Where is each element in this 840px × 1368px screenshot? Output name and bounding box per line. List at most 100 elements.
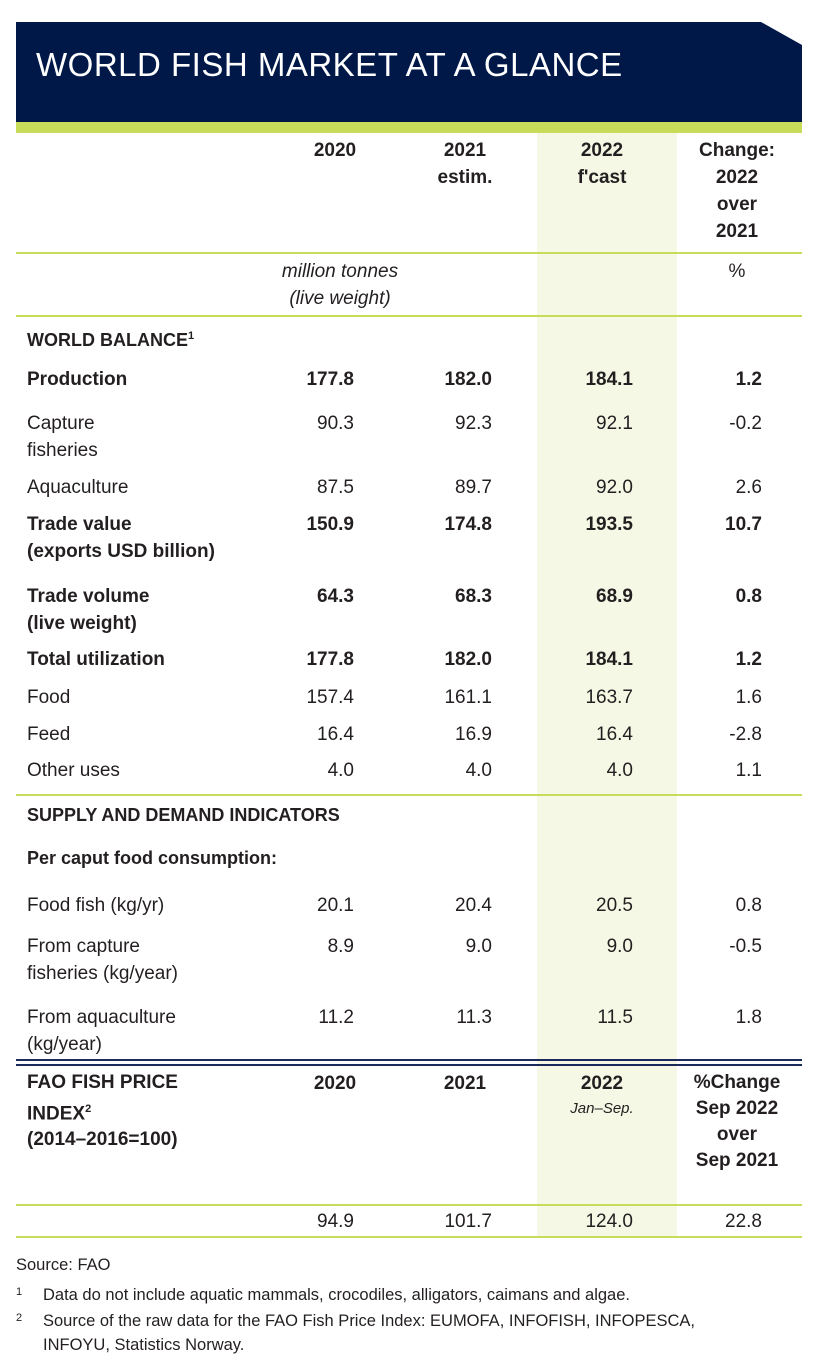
pi-change-3: over xyxy=(716,1124,758,1145)
value-2021: 68.3 xyxy=(455,586,492,607)
pi-value-2020: 94.9 xyxy=(317,1211,354,1232)
value-2022: 20.5 xyxy=(596,895,633,916)
pi-header-2022-sub: Jan–Sep. xyxy=(570,1100,634,1117)
value-change: 1.2 xyxy=(735,369,762,390)
footnote-2-line2: INFOYU, Statistics Norway. xyxy=(43,1336,245,1354)
value-2020: 64.3 xyxy=(317,586,354,607)
value-change: -2.8 xyxy=(729,724,762,745)
header-change-l2: 2022 xyxy=(715,167,759,188)
footnote-1-text: Data do not include aquatic mammals, cro… xyxy=(43,1286,630,1304)
value-change: -0.5 xyxy=(729,936,762,957)
value-2022: 11.5 xyxy=(597,1007,633,1028)
row-label-line: Feed xyxy=(27,724,71,745)
pi-change-1: %Change xyxy=(693,1072,781,1093)
value-2021: 174.8 xyxy=(444,514,492,535)
value-change: 1.8 xyxy=(735,1007,762,1028)
row-label-line: Food fish (kg/yr) xyxy=(27,895,165,916)
section-supply-demand: SUPPLY AND DEMAND INDICATORS xyxy=(27,805,340,825)
value-2021: 11.3 xyxy=(456,1007,492,1028)
pi-header-2020: 2020 xyxy=(313,1073,357,1094)
value-2021: 89.7 xyxy=(455,477,492,498)
row-label: Other uses xyxy=(27,757,120,784)
row-label-line: Production xyxy=(27,369,128,390)
section-world-balance: WORLD BALANCE1 xyxy=(27,323,194,354)
row-label: Production xyxy=(27,366,127,393)
units-line1: million tonnes xyxy=(281,261,399,282)
value-change: 1.6 xyxy=(735,687,762,708)
value-2022: 163.7 xyxy=(585,687,633,708)
footnote-2-line1: Source of the raw data for the FAO Fish … xyxy=(43,1312,695,1330)
row-label-line: Capture xyxy=(27,413,95,434)
value-change: 2.6 xyxy=(735,477,762,498)
row-label-line: fisheries xyxy=(27,440,98,461)
value-2020: 16.4 xyxy=(317,724,354,745)
value-change: -0.2 xyxy=(729,413,762,434)
pi-label-2: INDEX xyxy=(27,1103,86,1125)
row-label-line: From capture xyxy=(27,936,140,957)
header-2021-year: 2021 xyxy=(443,140,487,161)
pi-value-change: 22.8 xyxy=(725,1211,762,1232)
row-label-line: Trade value xyxy=(27,514,132,535)
header-2021: 2021 estim. xyxy=(425,137,505,191)
units-percent: % xyxy=(728,261,746,282)
divider xyxy=(16,794,802,796)
row-label-line: From aquaculture xyxy=(27,1007,176,1028)
pi-header-2022: 2022 xyxy=(580,1073,624,1094)
price-index-label: FAO FISH PRICE INDEX2 (2014–2016=100) xyxy=(27,1070,178,1153)
header-2021-sub: estim. xyxy=(437,167,493,188)
value-2020: 177.8 xyxy=(306,369,354,390)
value-2020: 150.9 xyxy=(306,514,354,535)
row-label-line: (exports USD billion) xyxy=(27,541,215,562)
row-label: Trade value (exports USD billion) xyxy=(27,511,215,565)
row-label-line: Trade volume xyxy=(27,586,150,607)
row-label-line: (kg/year) xyxy=(27,1034,102,1055)
footnote-1-mark: 1 xyxy=(16,1286,23,1298)
value-2020: 8.9 xyxy=(327,936,354,957)
footnote-2-text: Source of the raw data for the FAO Fish … xyxy=(43,1309,695,1357)
value-2022: 9.0 xyxy=(606,936,633,957)
pi-change-4: Sep 2021 xyxy=(695,1150,779,1171)
value-2020: 87.5 xyxy=(317,477,354,498)
page-title: WORLD FISH MARKET AT A GLANCE xyxy=(36,46,623,83)
row-label: Trade volume (live weight) xyxy=(27,583,150,637)
header-2020: 2020 xyxy=(313,140,357,161)
value-2020: 11.2 xyxy=(318,1007,354,1028)
double-divider-bottom xyxy=(16,1064,802,1066)
value-2021: 182.0 xyxy=(444,649,492,670)
row-label: Aquaculture xyxy=(27,474,128,501)
value-change: 1.1 xyxy=(735,760,762,781)
value-2021: 92.3 xyxy=(455,413,492,434)
value-2022: 184.1 xyxy=(585,369,633,390)
header-2022: 2022 f'cast xyxy=(562,137,642,191)
value-change: 0.8 xyxy=(735,895,762,916)
pi-header-change: %Change Sep 2022 over Sep 2021 xyxy=(677,1070,797,1174)
value-2022: 68.9 xyxy=(596,586,633,607)
divider xyxy=(16,252,802,254)
pi-label-3: (2014–2016=100) xyxy=(27,1129,178,1151)
header-2022-sub: f'cast xyxy=(577,167,627,188)
row-label-line: Total utilization xyxy=(27,649,165,670)
row-label-line: fisheries (kg/year) xyxy=(27,963,178,984)
value-2020: 20.1 xyxy=(317,895,354,916)
value-2022: 184.1 xyxy=(585,649,633,670)
value-2020: 177.8 xyxy=(306,649,354,670)
value-2021: 161.1 xyxy=(444,687,492,708)
row-label-line: Food xyxy=(27,687,71,708)
row-label-line: Other uses xyxy=(27,760,120,781)
row-label: Feed xyxy=(27,721,70,748)
header-change-l3: over xyxy=(716,194,758,215)
value-2020: 90.3 xyxy=(317,413,354,434)
row-label: From capture fisheries (kg/year) xyxy=(27,933,178,987)
pi-change-2: Sep 2022 xyxy=(695,1098,779,1119)
value-2022: 92.0 xyxy=(596,477,633,498)
value-2021: 20.4 xyxy=(455,895,492,916)
divider xyxy=(16,315,802,317)
units-line2: (live weight) xyxy=(289,288,391,309)
source-note: Source: FAO xyxy=(16,1256,111,1274)
value-change: 0.8 xyxy=(735,586,762,607)
row-label: Food fish (kg/yr) xyxy=(27,892,164,919)
row-label: Capture fisheries xyxy=(27,410,98,464)
value-2021: 16.9 xyxy=(455,724,492,745)
pi-value-2022: 124.0 xyxy=(585,1211,633,1232)
value-2021: 182.0 xyxy=(444,369,492,390)
